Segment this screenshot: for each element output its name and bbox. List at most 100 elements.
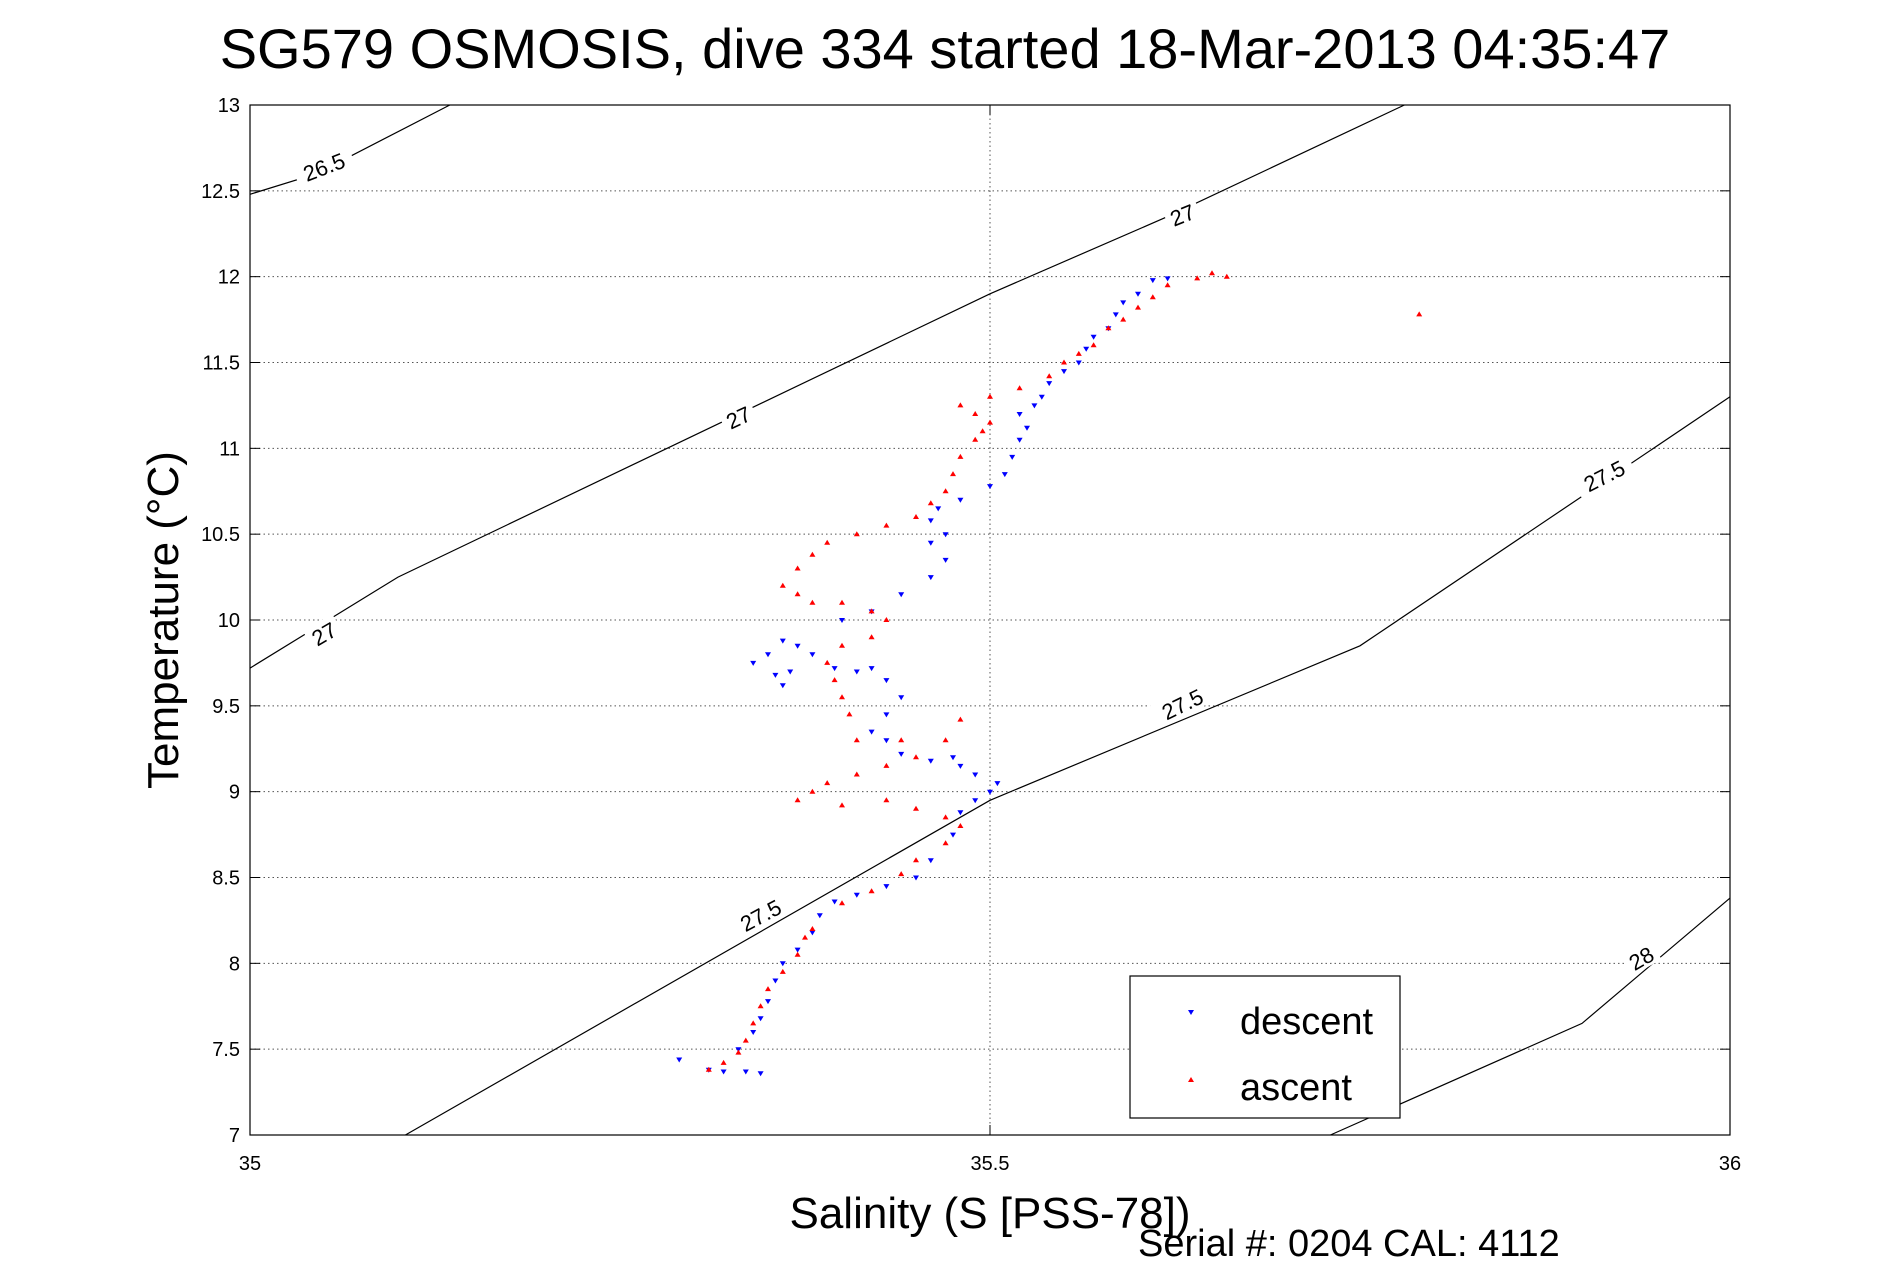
ascent-point <box>898 871 905 877</box>
ascent-point <box>846 711 853 717</box>
y-tick-label: 10.5 <box>201 524 240 546</box>
descent-point <box>831 666 838 672</box>
ascent-point <box>779 968 786 974</box>
descent-point <box>1075 360 1082 366</box>
ascent-point <box>979 428 986 434</box>
contour-label-bg <box>728 889 793 940</box>
descent-point <box>957 810 964 816</box>
contour-label-group: 27.5 <box>1149 679 1215 728</box>
descent-point <box>1112 312 1119 318</box>
ascent-point <box>1194 275 1201 281</box>
ascent-point <box>809 788 816 794</box>
series-descent <box>676 276 1171 1077</box>
ascent-point <box>742 1037 749 1043</box>
legend-ascent-label: ascent <box>1240 1067 1352 1109</box>
descent-point <box>927 858 934 864</box>
descent-point <box>794 947 801 953</box>
ascent-point <box>1061 359 1067 365</box>
descent-point <box>972 772 979 778</box>
descent-point <box>831 899 838 905</box>
ascent-point <box>1016 385 1023 391</box>
y-tick-label: 11.5 <box>203 353 240 375</box>
y-tick-label: 8 <box>229 953 240 975</box>
ascent-point <box>839 694 845 700</box>
ascent-point <box>824 659 831 665</box>
y-tick-label: 7 <box>229 1125 240 1147</box>
descent-point <box>1016 437 1023 443</box>
ascent-point <box>942 488 949 494</box>
descent-point <box>957 497 964 503</box>
density-contour-27.5 <box>405 396 1731 1136</box>
ascent-point <box>802 934 808 940</box>
y-tick-label: 10 <box>218 610 240 632</box>
descent-point <box>1135 291 1141 297</box>
descent-point <box>1149 278 1156 284</box>
ascent-point <box>1135 304 1141 310</box>
descent-point <box>972 798 979 804</box>
descent-point <box>927 518 934 524</box>
ascent-point <box>883 762 890 768</box>
ascent-point <box>853 771 860 777</box>
descent-point <box>750 1030 757 1035</box>
contour-label: 26.5 <box>300 148 349 187</box>
ascent-point <box>1075 350 1082 356</box>
descent-point <box>883 678 890 684</box>
descent-point <box>935 506 942 512</box>
legend-descent-marker <box>1188 1010 1194 1015</box>
ascent-point <box>839 642 845 648</box>
ascent-point <box>1120 316 1127 322</box>
descent-point <box>839 618 845 623</box>
density-contour-27 <box>249 104 1405 669</box>
serial-calibration-footer: Serial #: 0204 CAL: 4112 <box>1138 1223 1560 1262</box>
descent-point <box>779 683 786 689</box>
x-tick-label: 35 <box>239 1153 261 1175</box>
ascent-point <box>809 551 816 557</box>
descent-point <box>1164 276 1171 282</box>
descent-point <box>720 1069 727 1075</box>
ascent-point <box>831 677 838 683</box>
contour-label-group: 27.5 <box>728 889 793 940</box>
descent-point <box>1083 346 1090 352</box>
descent-point <box>927 575 934 581</box>
descent-point <box>950 832 956 838</box>
descent-point <box>676 1057 683 1063</box>
ascent-point <box>883 797 890 803</box>
descent-point <box>1061 369 1067 375</box>
descent-point <box>1001 472 1008 478</box>
contour-label-group: 27 <box>1161 196 1203 232</box>
ascent-point <box>1149 294 1156 300</box>
ascent-point <box>913 857 919 863</box>
ascent-point <box>957 402 964 408</box>
x-axis-label: Salinity (S [PSS-78]) <box>789 1189 1190 1238</box>
descent-point <box>1024 425 1030 431</box>
ascent-point <box>972 411 979 416</box>
ascent-point <box>853 531 860 537</box>
ascent-point <box>750 1020 757 1026</box>
ascent-point <box>705 1066 712 1072</box>
descent-point <box>1046 381 1053 387</box>
y-axis-label: Temperature (°C) <box>139 451 188 789</box>
descent-point <box>883 712 890 718</box>
x-axis-ticks: 35 35.5 36 <box>239 105 1741 1175</box>
ascent-point <box>1164 282 1171 288</box>
ascent-point <box>987 419 993 425</box>
ascent-point <box>1223 273 1230 279</box>
descent-point <box>1016 412 1023 417</box>
ascent-point <box>824 780 831 786</box>
ascent-point <box>883 617 890 622</box>
descent-point <box>1120 300 1127 306</box>
descent-point <box>779 638 786 644</box>
descent-point <box>772 672 779 678</box>
ascent-point <box>1209 270 1215 276</box>
ascent-point <box>913 754 919 760</box>
descent-point <box>853 892 860 898</box>
descent-point <box>987 789 993 795</box>
y-tick-label: 7.5 <box>212 1039 240 1061</box>
descent-point <box>898 751 905 757</box>
descent-point <box>1031 403 1038 409</box>
descent-point <box>868 729 875 735</box>
x-tick-label: 35.5 <box>971 1153 1010 1175</box>
descent-point <box>787 669 794 675</box>
descent-point <box>779 961 786 967</box>
